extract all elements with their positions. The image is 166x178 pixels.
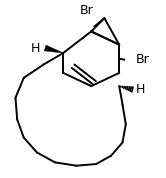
Text: Br: Br bbox=[136, 53, 149, 66]
Text: Br: Br bbox=[79, 4, 93, 17]
Text: H: H bbox=[136, 83, 145, 96]
Text: H: H bbox=[31, 41, 40, 54]
Polygon shape bbox=[44, 45, 63, 53]
